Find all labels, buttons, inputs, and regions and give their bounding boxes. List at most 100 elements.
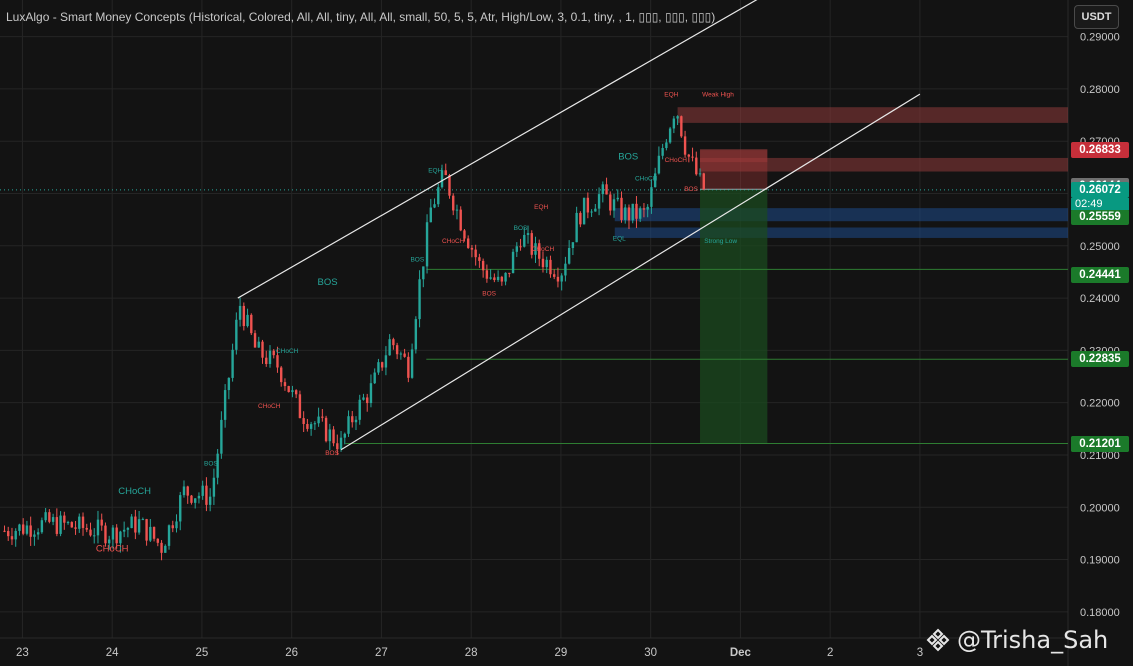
candle-body bbox=[48, 512, 51, 522]
x-tick-label: 25 bbox=[196, 647, 209, 659]
x-tick-label: Dec bbox=[730, 647, 752, 659]
supply-zone bbox=[700, 149, 768, 163]
candle-body bbox=[526, 233, 530, 235]
x-tick-label: 28 bbox=[465, 647, 478, 659]
candle-body bbox=[167, 525, 171, 546]
candle-body bbox=[452, 195, 455, 211]
candle-body bbox=[455, 209, 459, 211]
y-tick-label: 0.21000 bbox=[1080, 450, 1120, 462]
y-tick-label: 0.25000 bbox=[1080, 241, 1120, 253]
candle-body bbox=[309, 424, 313, 429]
candle-body bbox=[579, 212, 582, 225]
candle-body bbox=[343, 433, 346, 438]
structure-label: CHoCH bbox=[635, 175, 658, 182]
candle-body bbox=[29, 525, 32, 537]
candle-body bbox=[552, 274, 556, 277]
candle-body bbox=[594, 208, 597, 212]
x-tick-label: 29 bbox=[555, 647, 568, 659]
candle-body bbox=[51, 517, 55, 522]
candle-body bbox=[384, 355, 388, 368]
candle-body bbox=[680, 116, 683, 137]
candle-body bbox=[549, 259, 552, 275]
structure-label: CHoCH bbox=[442, 238, 465, 245]
candle-body bbox=[145, 519, 148, 541]
candle-body bbox=[650, 187, 653, 207]
candle-body bbox=[257, 341, 260, 348]
candle-body bbox=[40, 520, 44, 533]
candle-body bbox=[10, 536, 14, 540]
indicator-title[interactable]: LuxAlgo - Smart Money Concepts (Historic… bbox=[6, 10, 716, 24]
candle-body bbox=[418, 279, 421, 320]
candle-body bbox=[668, 128, 672, 143]
candle-body bbox=[70, 522, 73, 528]
candle-body bbox=[298, 394, 302, 419]
candle-body bbox=[380, 362, 384, 368]
price-tag: 0.25559 bbox=[1071, 208, 1129, 225]
candle-body bbox=[612, 199, 616, 211]
candle-body bbox=[332, 429, 335, 444]
candle-body bbox=[639, 208, 642, 219]
candle-body bbox=[201, 485, 204, 496]
candle-body bbox=[616, 197, 619, 200]
candle-body bbox=[36, 532, 40, 535]
structure-label: EQL bbox=[613, 236, 626, 243]
candle-body bbox=[665, 142, 668, 149]
candle-body bbox=[702, 173, 705, 190]
x-tick-label: 3 bbox=[917, 647, 923, 659]
structure-label: CHoCH bbox=[532, 246, 555, 253]
channel-lower-line bbox=[340, 93, 921, 451]
candle-body bbox=[515, 246, 518, 252]
candle-body bbox=[373, 372, 376, 384]
candle-body bbox=[523, 234, 526, 247]
structure-label: Weak High bbox=[702, 92, 734, 99]
candle-body bbox=[466, 238, 470, 248]
candle-body bbox=[519, 246, 522, 248]
x-tick-label: 26 bbox=[285, 647, 298, 659]
candle-body bbox=[683, 136, 687, 155]
candle-body bbox=[74, 527, 77, 529]
candle-body bbox=[339, 437, 343, 450]
candle-body bbox=[508, 272, 511, 274]
y-tick-label: 0.22000 bbox=[1080, 398, 1120, 410]
candle-body bbox=[575, 212, 578, 243]
structure-label: CHoCH bbox=[665, 157, 688, 164]
candle-body bbox=[152, 526, 156, 539]
candle-body bbox=[597, 194, 601, 209]
candle-body bbox=[205, 485, 208, 505]
candle-body bbox=[287, 386, 290, 393]
candle-body bbox=[448, 175, 451, 196]
candle-body bbox=[695, 157, 698, 175]
supply-zone bbox=[700, 157, 1068, 172]
candle-body bbox=[55, 517, 59, 534]
candle-body bbox=[276, 355, 279, 368]
candle-body bbox=[407, 356, 410, 378]
candle-body bbox=[354, 419, 358, 423]
currency-button[interactable]: USDT bbox=[1074, 5, 1119, 29]
candle-body bbox=[190, 495, 193, 503]
candle-body bbox=[220, 419, 223, 454]
candle-body bbox=[571, 242, 575, 249]
channel-upper-line bbox=[237, 0, 758, 299]
candle-body bbox=[624, 207, 627, 220]
candle-body bbox=[111, 527, 115, 540]
candle-body bbox=[556, 276, 560, 282]
candle-body bbox=[351, 416, 354, 423]
candle-body bbox=[182, 486, 186, 496]
candle-body bbox=[231, 349, 234, 378]
y-tick-label: 0.18000 bbox=[1080, 607, 1120, 619]
candle-body bbox=[261, 341, 264, 358]
candle-body bbox=[160, 542, 163, 553]
binance-logo-icon bbox=[926, 628, 950, 652]
candle-body bbox=[444, 170, 447, 176]
candle-body bbox=[223, 390, 227, 420]
candle-body bbox=[459, 209, 462, 231]
candle-body bbox=[377, 362, 380, 373]
candle-body bbox=[216, 453, 219, 478]
candle-body bbox=[500, 276, 504, 282]
candle-body bbox=[268, 350, 272, 364]
candle-body bbox=[470, 247, 474, 250]
candle-body bbox=[403, 353, 406, 357]
candle-body bbox=[33, 534, 36, 537]
